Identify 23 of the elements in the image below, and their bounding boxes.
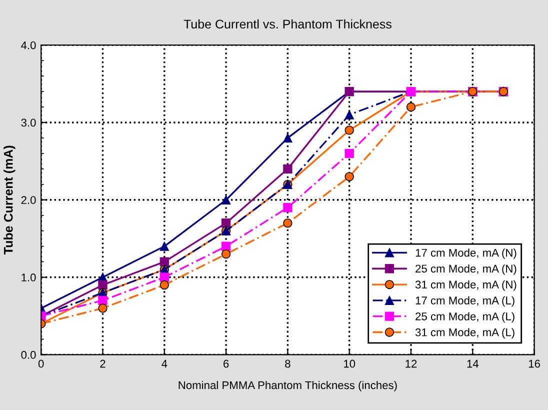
x-tick-label: 12 xyxy=(406,360,417,368)
x-tick-label: 14 xyxy=(467,360,479,368)
x-tick-label: 4 xyxy=(162,360,168,368)
y-tick-label: 1.0 xyxy=(22,274,36,282)
x-axis-title: Nominal PMMA Phantom Thickness (inches) xyxy=(178,380,397,392)
legend-label: 31 cm Mode, mA (N) xyxy=(415,280,516,291)
x-tick-label: 2 xyxy=(100,360,106,368)
y-tick-label: 2.0 xyxy=(21,196,36,204)
x-tick-label: 6 xyxy=(224,360,229,368)
x-tick-label: 16 xyxy=(528,360,540,368)
legend-label: 17 cm Mode, mA (L) xyxy=(416,296,514,307)
legend-label: 17 cm Mode, mA (N) xyxy=(416,248,516,259)
y-axis-title: Tube Current (mA) xyxy=(4,146,16,254)
chart-title: Tube Currentl vs. Phantom Thickness xyxy=(184,19,392,29)
x-tick-label: 10 xyxy=(344,360,356,368)
y-tick-label: 4.0 xyxy=(21,41,36,50)
legend-label: 25 cm Mode, mA (L) xyxy=(416,312,514,323)
x-tick-label: 0 xyxy=(38,360,44,368)
y-tick-label: 3.0 xyxy=(21,118,36,127)
x-tick-label: 8 xyxy=(285,360,290,368)
legend-label: 31 cm Mode, mA (L) xyxy=(415,328,514,338)
y-tick-label: 0.0 xyxy=(21,350,36,359)
legend-label: 25 cm Mode, mA (N) xyxy=(416,264,516,275)
